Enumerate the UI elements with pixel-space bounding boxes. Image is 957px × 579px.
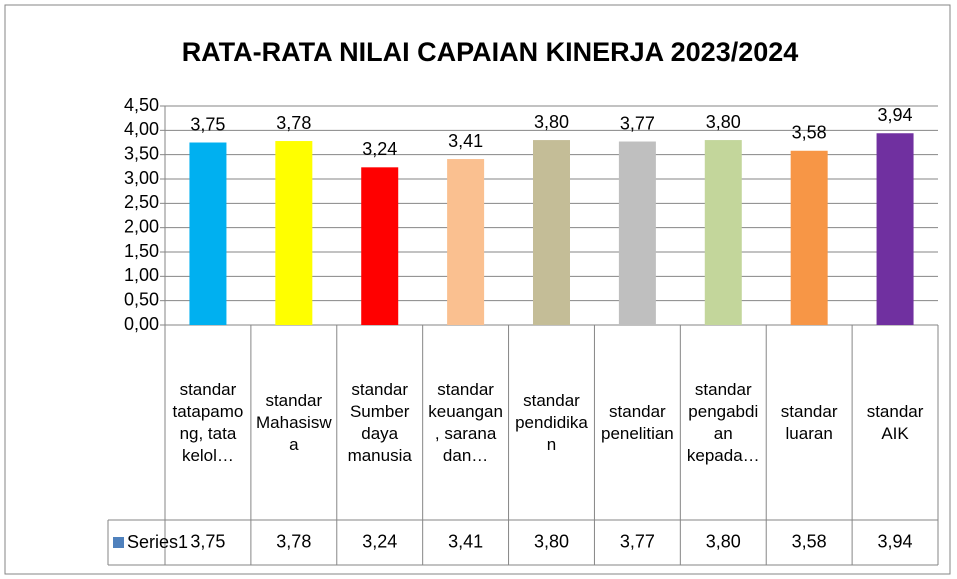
bar bbox=[790, 150, 828, 325]
table-value: 3,75 bbox=[190, 531, 225, 551]
data-label: 3,75 bbox=[190, 114, 225, 134]
y-tick-label: 4,00 bbox=[124, 119, 159, 139]
category-cell: standar pengabdian kepada… bbox=[686, 379, 760, 465]
x-tick-label: standar luaran bbox=[780, 401, 838, 443]
category-cell: standar luaran bbox=[780, 401, 838, 443]
y-tick-label: 1,00 bbox=[124, 265, 159, 285]
category-cell: standar tatapamong, tata kelol… bbox=[172, 379, 244, 465]
data-label: 3,78 bbox=[276, 113, 311, 133]
y-tick-label: 3,00 bbox=[124, 168, 159, 188]
data-label: 3,80 bbox=[534, 112, 569, 132]
x-tick-label: standar Sumber daya manusia bbox=[347, 379, 412, 465]
y-tick-label: 0,00 bbox=[124, 314, 159, 334]
data-label: 3,77 bbox=[620, 113, 655, 133]
legend-label: Series1 bbox=[127, 532, 188, 552]
y-tick-label: 1,50 bbox=[124, 241, 159, 261]
category-cell: standar keuangan, sarana dan… bbox=[428, 379, 503, 465]
legend-key bbox=[113, 537, 124, 548]
data-label: 3,80 bbox=[706, 112, 741, 132]
data-label: 3,41 bbox=[448, 131, 483, 151]
table-value: 3,77 bbox=[620, 531, 655, 551]
x-tick-label: standar pendidikan bbox=[515, 390, 588, 454]
category-cell: standar penelitian bbox=[600, 401, 674, 443]
bar bbox=[189, 142, 227, 325]
table-value: 3,58 bbox=[792, 531, 827, 551]
x-tick-label: standar tatapamong, tata kelol… bbox=[172, 379, 244, 465]
category-cell: standar pendidikan bbox=[515, 390, 588, 454]
category-cell: standar Sumber daya manusia bbox=[347, 379, 412, 465]
bar bbox=[876, 133, 914, 325]
bar bbox=[447, 159, 485, 325]
x-tick-label: standar keuangan, sarana dan… bbox=[428, 379, 503, 465]
y-tick-label: 4,50 bbox=[124, 95, 159, 115]
y-tick-label: 3,50 bbox=[124, 143, 159, 163]
y-tick-label: 2,50 bbox=[124, 192, 159, 212]
table-value: 3,80 bbox=[534, 531, 569, 551]
table-value: 3,41 bbox=[448, 531, 483, 551]
x-tick-label: standar Mahasiswa bbox=[256, 390, 332, 454]
table-value: 3,78 bbox=[276, 531, 311, 551]
data-label: 3,24 bbox=[362, 139, 397, 159]
table-value: 3,24 bbox=[362, 531, 397, 551]
x-tick-label: standar pengabdian kepada… bbox=[686, 379, 760, 465]
y-tick-label: 2,00 bbox=[124, 216, 159, 236]
category-cell: standar Mahasiswa bbox=[256, 390, 332, 454]
chart-title: RATA-RATA NILAI CAPAIAN KINERJA 2023/202… bbox=[182, 37, 799, 67]
bar bbox=[704, 140, 742, 325]
x-tick-label: standar AIK bbox=[866, 401, 924, 443]
bar bbox=[361, 167, 399, 325]
data-label: 3,94 bbox=[878, 105, 913, 125]
x-tick-label: standar penelitian bbox=[600, 401, 674, 443]
bar bbox=[275, 141, 313, 325]
bar bbox=[618, 141, 656, 325]
y-tick-label: 0,50 bbox=[124, 289, 159, 309]
table-value: 3,80 bbox=[706, 531, 741, 551]
data-label: 3,58 bbox=[792, 123, 827, 143]
table-value: 3,94 bbox=[878, 531, 913, 551]
bar bbox=[533, 140, 570, 325]
category-cell: standar AIK bbox=[866, 401, 924, 443]
